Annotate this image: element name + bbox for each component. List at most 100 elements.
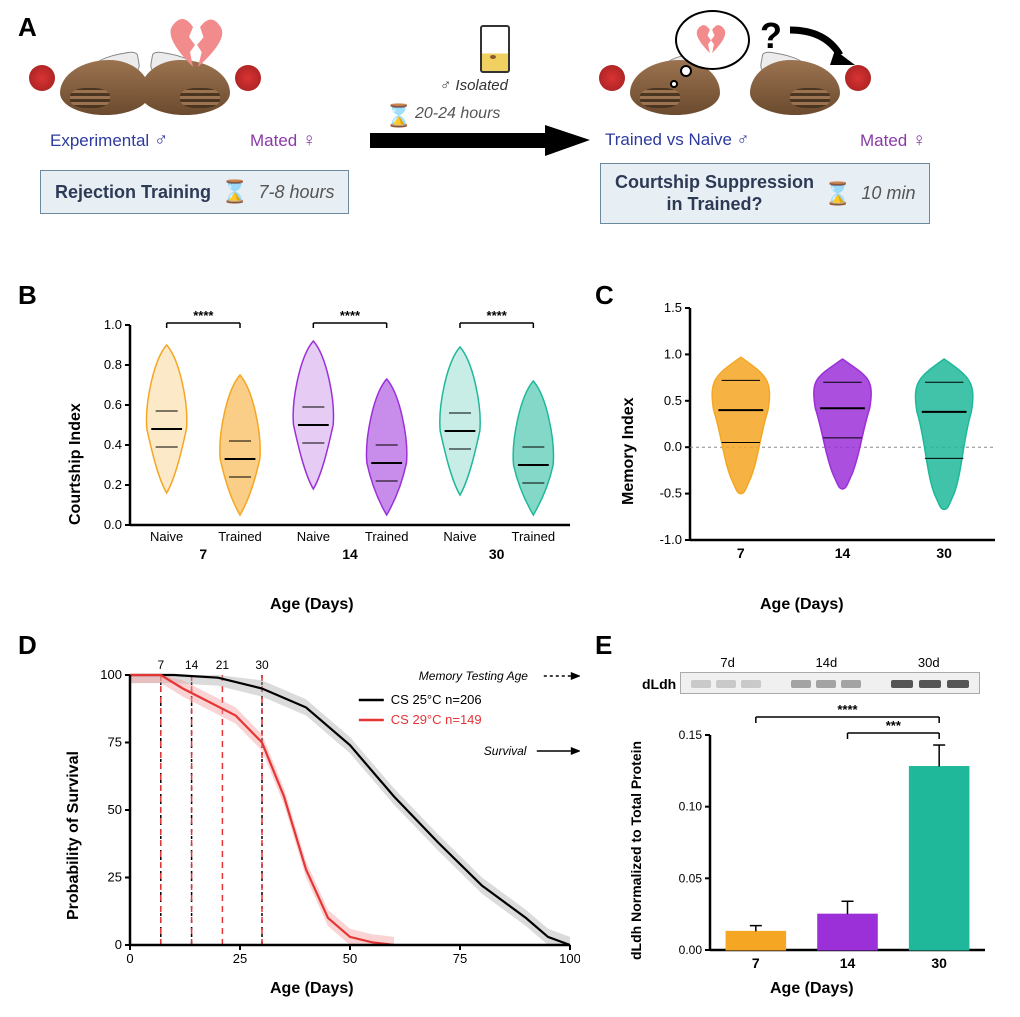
svg-text:1.5: 1.5 <box>664 300 682 315</box>
blot-labels: 7d 14d 30d <box>680 655 980 670</box>
svg-text:25: 25 <box>108 870 122 885</box>
svg-text:0: 0 <box>126 951 133 966</box>
svg-text:1.0: 1.0 <box>664 346 682 361</box>
svg-text:0.5: 0.5 <box>664 393 682 408</box>
panel-label-a: A <box>18 12 37 43</box>
svg-text:1.0: 1.0 <box>104 317 122 332</box>
panel-b-chart: 0.0 0.2 0.4 0.6 0.8 1.0 Naive Trained 7 **** Naive… <box>95 300 575 575</box>
vial-icon <box>480 25 510 73</box>
question-time: 10 min <box>861 183 915 204</box>
svg-text:14: 14 <box>835 545 851 561</box>
svg-text:14: 14 <box>185 658 199 672</box>
svg-text:7: 7 <box>737 545 745 561</box>
svg-text:CS 25°C n=206: CS 25°C n=206 <box>391 692 482 707</box>
panel-b: Courtship Index Age (Days) 0.00.20.40.60… <box>75 300 575 610</box>
svg-text:50: 50 <box>108 802 122 817</box>
panel-b-ylabel: Courtship Index <box>67 403 85 525</box>
svg-text:0.00: 0.00 <box>679 943 703 957</box>
panel-label-b: B <box>18 280 37 311</box>
question-box-l1: Courtship Suppression <box>615 172 814 194</box>
question-box-l2: in Trained? <box>615 194 814 216</box>
svg-text:Memory Testing Age: Memory Testing Age <box>419 669 528 683</box>
panel-d-xlabel: Age (Days) <box>270 980 354 998</box>
thought-bubble-icon <box>675 10 750 70</box>
rejection-time: 7-8 hours <box>258 182 334 203</box>
svg-text:****: **** <box>193 308 214 323</box>
trained-vs-naive-label: Trained vs Naive ♂ <box>605 130 749 150</box>
panel-c-chart: -1.0 -0.5 0.0 0.5 1.0 1.5 7 14 30 <box>650 300 1000 575</box>
mated-label-right: Mated ♀ <box>860 130 926 152</box>
svg-text:75: 75 <box>453 951 467 966</box>
wait-time: 20-24 hours <box>415 105 500 123</box>
svg-text:14: 14 <box>342 546 358 562</box>
svg-text:100: 100 <box>100 667 122 682</box>
hourglass-q-icon: ⌛ <box>824 181 851 207</box>
thought-dot1 <box>680 65 692 77</box>
figure: A B C D E Experimental ♂ Mated ♀ <box>10 10 1010 1007</box>
hourglass-icon: ⌛ <box>221 179 248 205</box>
svg-text:-1.0: -1.0 <box>660 532 682 547</box>
svg-text:0.0: 0.0 <box>664 439 682 454</box>
rejection-box: Rejection Training ⌛ 7-8 hours <box>40 170 349 214</box>
svg-text:14: 14 <box>840 955 856 971</box>
svg-text:Trained: Trained <box>512 529 556 544</box>
svg-text:Naive: Naive <box>443 529 476 544</box>
question-box: Courtship Suppression in Trained? ⌛ 10 m… <box>600 163 930 224</box>
question-arrow-icon <box>785 25 855 70</box>
svg-text:0.0: 0.0 <box>104 517 122 532</box>
svg-text:Trained: Trained <box>218 529 262 544</box>
isolated-label: ♂ Isolated <box>440 77 508 94</box>
svg-text:7: 7 <box>752 955 760 971</box>
svg-text:****: **** <box>837 702 858 717</box>
panel-label-c: C <box>595 280 614 311</box>
blot-strip <box>680 672 980 694</box>
panel-e: 7d 14d 30d dLdh dLdh Normalized to Total… <box>630 650 1000 1000</box>
svg-text:30: 30 <box>489 546 505 562</box>
svg-text:50: 50 <box>343 951 357 966</box>
experimental-label: Experimental ♂ <box>50 130 168 152</box>
panel-e-xlabel: Age (Days) <box>770 980 854 998</box>
mated-label-left: Mated ♀ <box>250 130 316 152</box>
svg-text:30: 30 <box>931 955 947 971</box>
panel-c-ylabel: Memory Index <box>620 397 638 505</box>
svg-text:****: **** <box>340 308 361 323</box>
svg-text:30: 30 <box>255 658 269 672</box>
svg-text:100: 100 <box>559 951 580 966</box>
question-mark: ? <box>760 15 782 57</box>
svg-text:0.15: 0.15 <box>679 728 703 742</box>
rejection-box-label: Rejection Training <box>55 182 211 203</box>
svg-text:-0.5: -0.5 <box>660 486 682 501</box>
svg-text:21: 21 <box>216 658 230 672</box>
svg-text:Trained: Trained <box>365 529 409 544</box>
svg-text:0.8: 0.8 <box>104 357 122 372</box>
panel-d-ylabel: Probability of Survival <box>65 751 83 920</box>
panel-e-ylabel: dLdh Normalized to Total Protein <box>628 741 644 960</box>
svg-text:7: 7 <box>157 658 164 672</box>
svg-text:Naive: Naive <box>150 529 183 544</box>
svg-text:0.4: 0.4 <box>104 437 122 452</box>
svg-text:0.05: 0.05 <box>679 871 703 885</box>
broken-heart-icon <box>165 17 225 72</box>
svg-text:***: *** <box>886 718 902 733</box>
svg-text:7: 7 <box>199 546 207 562</box>
big-arrow-icon <box>370 123 590 158</box>
panel-label-e: E <box>595 630 612 661</box>
svg-text:0: 0 <box>115 937 122 952</box>
thought-dot2 <box>670 80 678 88</box>
panel-label-d: D <box>18 630 37 661</box>
panel-c: Memory Index Age (Days) -1.0-0.50.00.51.… <box>630 300 1000 610</box>
svg-text:Survival: Survival <box>484 744 527 758</box>
panel-d: Probability of Survival Age (Days) 02550… <box>75 650 575 1000</box>
svg-text:0.6: 0.6 <box>104 397 122 412</box>
svg-text:CS 29°C n=149: CS 29°C n=149 <box>391 712 482 727</box>
svg-text:30: 30 <box>936 545 952 561</box>
panel-a: Experimental ♂ Mated ♀ Rejection Trainin… <box>40 15 990 265</box>
svg-text:0.2: 0.2 <box>104 477 122 492</box>
panel-c-xlabel: Age (Days) <box>760 596 844 614</box>
svg-text:0.10: 0.10 <box>679 800 703 814</box>
svg-text:Naive: Naive <box>297 529 330 544</box>
svg-text:75: 75 <box>108 735 122 750</box>
panel-d-chart: 025507510002550751007142130CS 25°C n=206… <box>90 650 580 980</box>
panel-b-xlabel: Age (Days) <box>270 596 354 614</box>
blot-left-label: dLdh <box>642 676 676 692</box>
